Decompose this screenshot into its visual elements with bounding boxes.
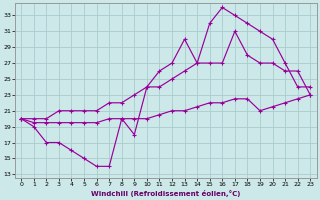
- X-axis label: Windchill (Refroidissement éolien,°C): Windchill (Refroidissement éolien,°C): [91, 190, 240, 197]
